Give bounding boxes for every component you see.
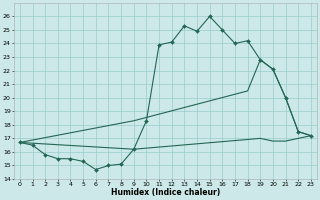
X-axis label: Humidex (Indice chaleur): Humidex (Indice chaleur)	[111, 188, 220, 197]
